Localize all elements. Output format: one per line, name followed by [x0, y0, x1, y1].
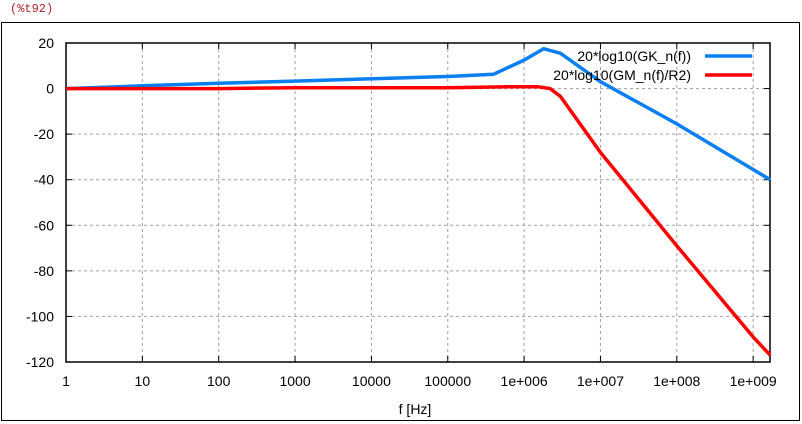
x-tick-label: 1: [62, 373, 70, 389]
x-tick-label: 10: [135, 373, 151, 389]
y-tick-label: -20: [34, 126, 54, 142]
x-tick-label: 1e+008: [653, 373, 700, 389]
y-tick-label: -120: [26, 354, 54, 370]
x-tick-label: 1000: [279, 373, 310, 389]
cell-output-label: (%t92): [10, 2, 54, 16]
x-tick-label: 100: [207, 373, 231, 389]
y-tick-label: 20: [38, 35, 54, 51]
y-tick-label: 0: [46, 81, 54, 97]
x-tick-label: 10000: [352, 373, 391, 389]
y-tick-label: -40: [34, 172, 54, 188]
x-tick-label: 1e+007: [577, 373, 624, 389]
y-tick-label: -80: [34, 263, 54, 279]
y-tick-label: -60: [34, 217, 54, 233]
legend-entry: 20*log10(GM_n(f)/R2): [553, 67, 752, 83]
x-axis-label: f [Hz]: [399, 401, 432, 417]
x-tick-label: 100000: [424, 373, 471, 389]
series-line-2: [66, 84, 772, 357]
legend-label: 20*log10(GK_n(f)): [577, 48, 691, 64]
plot-frame: [1, 22, 800, 421]
x-tick-label: 1e+006: [501, 373, 548, 389]
legend-entry: 20*log10(GK_n(f)): [577, 48, 752, 64]
y-tick-label: -100: [26, 308, 54, 324]
x-tick-label: 1e+009: [730, 373, 777, 389]
plot-area: [65, 42, 771, 363]
grid: [66, 43, 770, 362]
series-line-1: [65, 46, 772, 182]
legend-label: 20*log10(GM_n(f)/R2): [553, 67, 691, 83]
